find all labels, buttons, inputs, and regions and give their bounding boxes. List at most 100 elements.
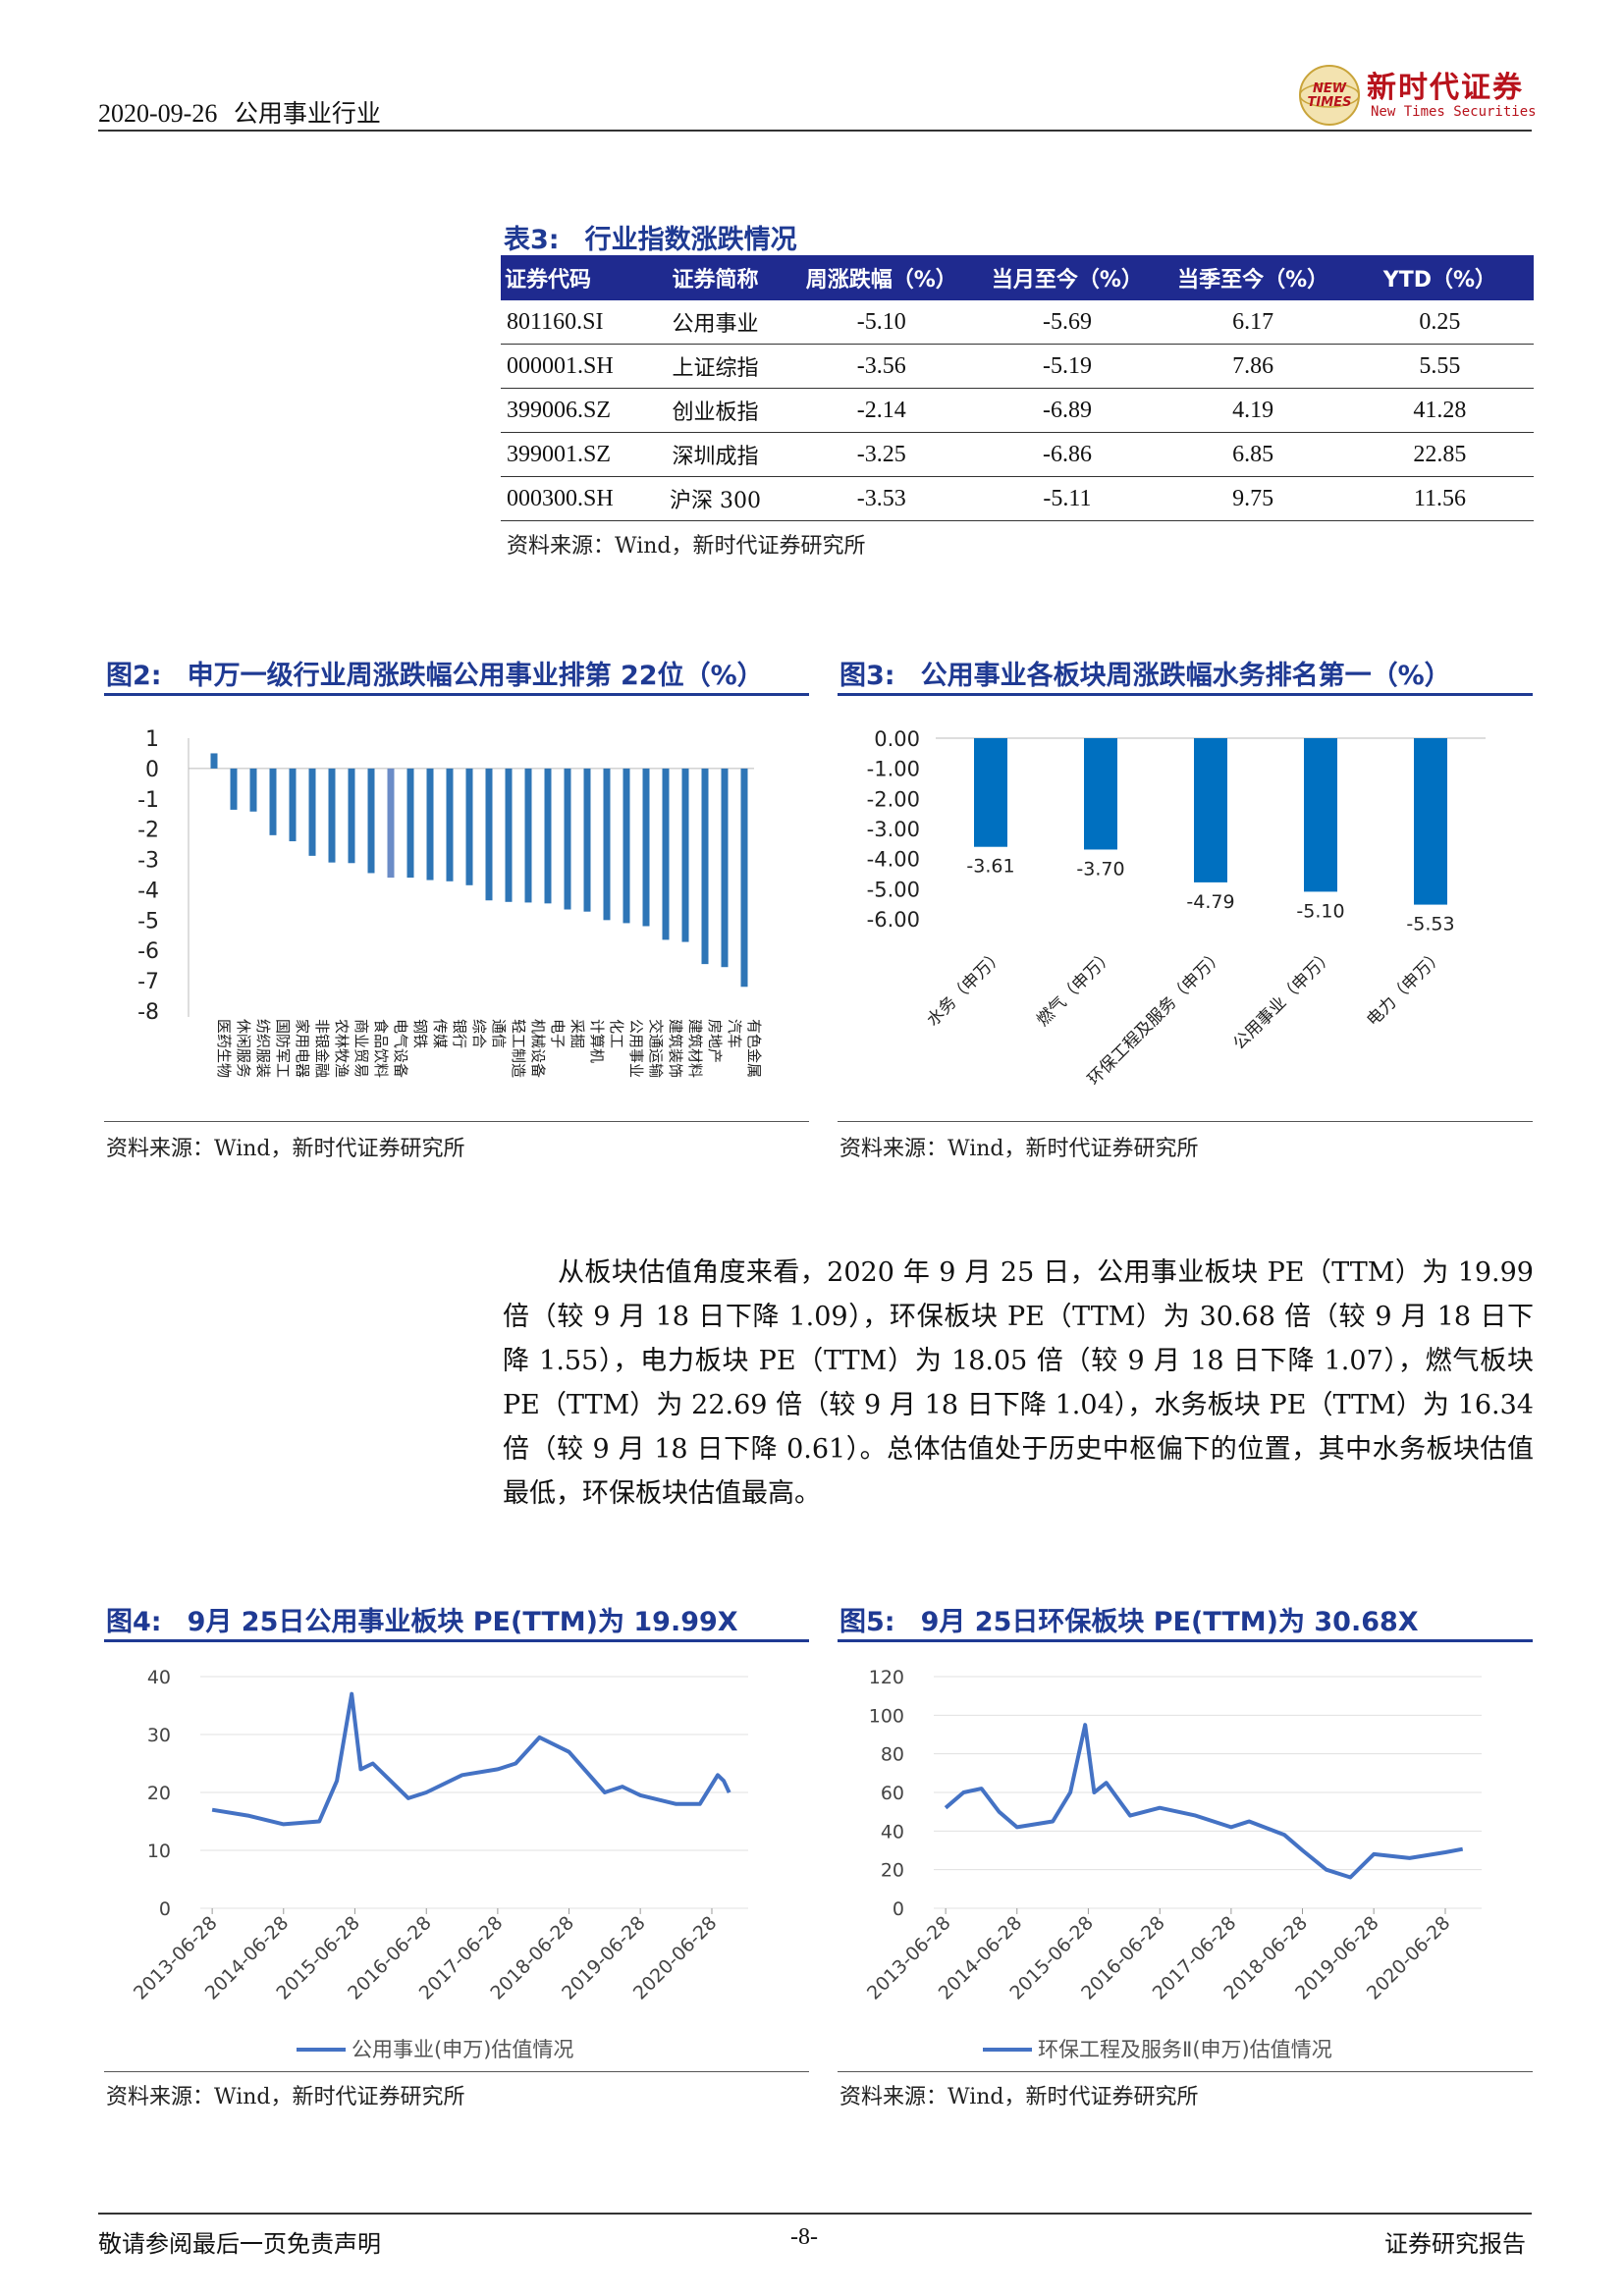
table-row: 801160.SI 公用事业 -5.10 -5.69 6.17 0.25 <box>501 300 1534 345</box>
industry-index-table: 证券代码 证券简称 周涨跌幅（%） 当月至今（%） 当季至今（%） YTD（%）… <box>501 255 1534 521</box>
y-tick-label: -2 <box>137 819 159 843</box>
y-tick-label: 10 <box>147 1841 171 1862</box>
bar <box>564 768 571 910</box>
table-cell: 399006.SZ <box>501 388 642 433</box>
bar <box>367 768 375 874</box>
table-row: 000001.SH 上证综指 -3.56 -5.19 7.86 5.55 <box>501 344 1534 389</box>
table3-source: 资料来源：Wind，新时代证券研究所 <box>507 534 866 559</box>
bar <box>505 768 513 902</box>
y-tick-label: -1 <box>137 788 159 813</box>
table3-caption-title: 行业指数涨跌情况 <box>584 225 797 255</box>
y-tick-label: 20 <box>881 1860 904 1882</box>
fig4-source-rule <box>104 2071 809 2072</box>
bar <box>485 768 493 901</box>
fig4-caption-title: 9月 25日公用事业板块 PE(TTM)为 19.99X <box>187 1607 738 1637</box>
table-cell: 000001.SH <box>501 344 642 389</box>
x-tick-label: 商业贸易 <box>352 1019 370 1078</box>
x-tick-label: 建筑材料 <box>686 1019 704 1078</box>
y-tick-label: 100 <box>869 1705 904 1727</box>
fig3-bar-chart: 0.00 -1.00 -2.00 -3.00 -4.00 -5.00 -6.00 -3.61 水… <box>867 727 1486 1090</box>
table-cell: 7.86 <box>1160 344 1346 389</box>
y-tick-label: -6 <box>137 939 159 964</box>
table-cell: -3.53 <box>788 476 975 521</box>
table-row: 000300.SH 沪深 300 -3.53 -5.11 9.75 11.56 <box>501 476 1534 521</box>
fig3-caption-title: 公用事业各板块周涨跌幅水务排名第一（%） <box>920 661 1451 691</box>
x-tick-label: 综合 <box>470 1019 488 1048</box>
x-tick-label: 建筑装饰 <box>667 1019 684 1078</box>
table-cell: -5.10 <box>788 300 975 345</box>
footer-report-type: 证券研究报告 <box>1384 2230 1526 2258</box>
y-tick-label: -4 <box>137 879 159 903</box>
table-cell: 上证综指 <box>641 344 789 389</box>
column-header: 当月至今（%） <box>974 255 1161 300</box>
table-cell: 801160.SI <box>501 300 642 345</box>
fig2-source-rule <box>104 1121 809 1122</box>
x-tick-label: 纺织服装 <box>254 1019 272 1078</box>
y-tick-label: 1 <box>145 727 159 752</box>
table-cell: -2.14 <box>788 388 975 433</box>
x-tick-label: 休闲服务 <box>235 1019 252 1078</box>
bar <box>1304 738 1337 892</box>
x-tick-label: 电力（申万） <box>1363 945 1447 1030</box>
y-tick-label: 30 <box>147 1725 171 1746</box>
fig3-source-rule <box>838 1121 1533 1122</box>
y-tick-label: 0.00 <box>874 727 920 751</box>
bar <box>210 753 218 769</box>
fig4-caption-rule <box>104 1639 809 1642</box>
x-tick-label: 通信 <box>490 1019 508 1048</box>
bar <box>662 768 670 940</box>
y-tick-label: -1.00 <box>867 758 920 781</box>
fig3-source: 资料来源：Wind，新时代证券研究所 <box>839 1137 1199 1161</box>
bar <box>642 768 650 927</box>
table-cell: 公用事业 <box>641 300 789 345</box>
company-logo: NEW TIMES 新时代证券 New Times Securities <box>1294 61 1549 130</box>
bar <box>1414 738 1447 905</box>
x-tick-label: 医药生物 <box>215 1019 233 1078</box>
logo-chinese-name: 新时代证券 <box>1367 71 1524 105</box>
x-tick-label: 化工 <box>608 1019 625 1048</box>
bar <box>701 768 709 965</box>
y-tick-label: 60 <box>881 1783 904 1804</box>
x-tick-label: 银行 <box>451 1019 468 1048</box>
y-tick-label: -3 <box>137 849 159 874</box>
body-paragraph: 从板块估值角度来看，2020 年 9 月 25 日，公用事业板块 PE（TTM）… <box>503 1257 1534 1509</box>
y-tick-label: -3.00 <box>867 818 920 841</box>
series-line <box>944 1723 1464 1880</box>
table-cell: 22.85 <box>1345 432 1534 477</box>
data-label: -3.70 <box>1076 858 1124 880</box>
table-cell: 0.25 <box>1345 300 1534 345</box>
bar <box>1084 738 1117 850</box>
bar <box>328 768 336 863</box>
fig5-caption-rule <box>838 1639 1533 1642</box>
x-tick-label: 燃气（申万） <box>1033 945 1117 1030</box>
svg-text:TIMES: TIMES <box>1308 95 1352 110</box>
x-tick-label: 公用事业（申万） <box>1229 945 1337 1053</box>
table-header-row: 证券代码 证券简称 周涨跌幅（%） 当月至今（%） 当季至今（%） YTD（%） <box>501 255 1534 300</box>
fig2-caption-rule <box>104 693 809 696</box>
x-tick-label: 国防军工 <box>274 1019 292 1078</box>
table-cell: 41.28 <box>1345 388 1534 433</box>
fig4-line-chart: 4030201002013-06-282014-06-282015-06-282… <box>130 1667 748 2061</box>
table-cell: 创业板指 <box>641 388 789 433</box>
y-tick-label: 40 <box>147 1667 171 1688</box>
bar <box>623 768 630 924</box>
svg-text:NEW: NEW <box>1313 81 1347 96</box>
x-tick-label: 非银金融 <box>313 1019 331 1078</box>
bar <box>249 768 257 812</box>
x-tick-label: 传媒 <box>431 1019 449 1048</box>
column-header: 证券简称 <box>641 255 789 300</box>
footer-rule <box>98 2213 1532 2215</box>
x-tick-label: 钢铁 <box>411 1019 429 1048</box>
table-cell: 6.17 <box>1160 300 1346 345</box>
fig3-caption-rule <box>838 693 1533 696</box>
table-cell: -5.11 <box>974 476 1161 521</box>
bar <box>426 768 434 881</box>
x-tick-label: 机械设备 <box>529 1019 547 1078</box>
series-line <box>211 1691 731 1827</box>
y-tick-label: -5 <box>137 909 159 934</box>
data-label: -3.61 <box>966 856 1014 878</box>
y-tick-label: -5.00 <box>867 878 920 901</box>
bar <box>721 768 729 968</box>
table-cell: 沪深 300 <box>641 476 789 521</box>
x-tick-label: 轻工制造 <box>510 1019 527 1078</box>
